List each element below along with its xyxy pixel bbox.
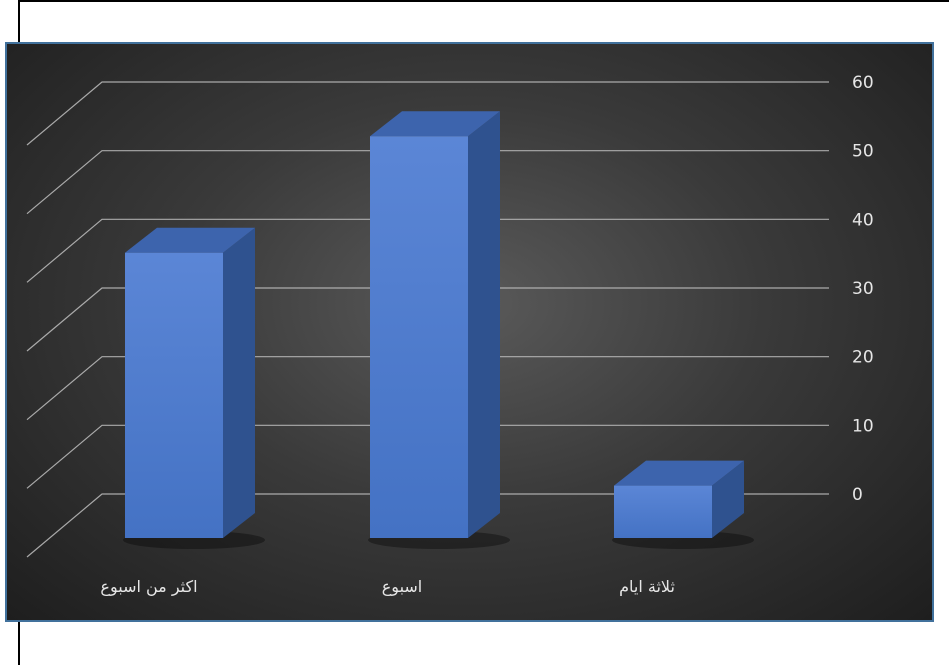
category-labels: اكثر من اسبوع اسبوع ثلاثة ايام (100, 577, 674, 597)
bar-0 (125, 252, 223, 538)
gridline-20 (26, 356, 829, 421)
category-label: اكثر من اسبوع (100, 577, 197, 597)
y-tick-label: 30 (852, 279, 874, 299)
y-tick-label: 10 (852, 416, 874, 436)
gridline-10 (26, 424, 829, 489)
bar-top-1 (370, 111, 500, 137)
bar-top-0 (125, 227, 255, 253)
gridline-50 (26, 150, 829, 215)
bar-side-2 (712, 460, 744, 538)
gridline-30 (26, 287, 829, 352)
bars (123, 111, 754, 549)
bar-1 (370, 136, 468, 538)
category-label: ثلاثة ايام (619, 577, 675, 596)
gridline-0 (26, 493, 829, 558)
y-tick-label: 20 (852, 348, 874, 368)
gridlines (26, 81, 829, 558)
bar-side-0 (223, 227, 255, 538)
gridline-60 (26, 81, 829, 146)
gridline-40 (26, 218, 829, 283)
y-tick-label: 50 (852, 142, 874, 162)
y-tick-label: 0 (852, 485, 863, 505)
category-label: اسبوع (382, 577, 423, 597)
bar-side-1 (468, 111, 500, 538)
bar-chart: 0 10 20 30 40 50 60 اكثر من اسبوع اسبوع ثلاثة اي… (26, 73, 874, 597)
y-tick-label: 60 (852, 73, 874, 93)
bar-top-2 (614, 460, 744, 486)
bar-2 (614, 485, 712, 538)
chart-panel: 0 10 20 30 40 50 60 اكثر من اسبوع اسبوع ثلاثة اي… (5, 42, 934, 622)
y-tick-label: 40 (852, 210, 874, 230)
y-axis-ticks: 0 10 20 30 40 50 60 (852, 73, 874, 505)
page-border-top (18, 0, 949, 2)
